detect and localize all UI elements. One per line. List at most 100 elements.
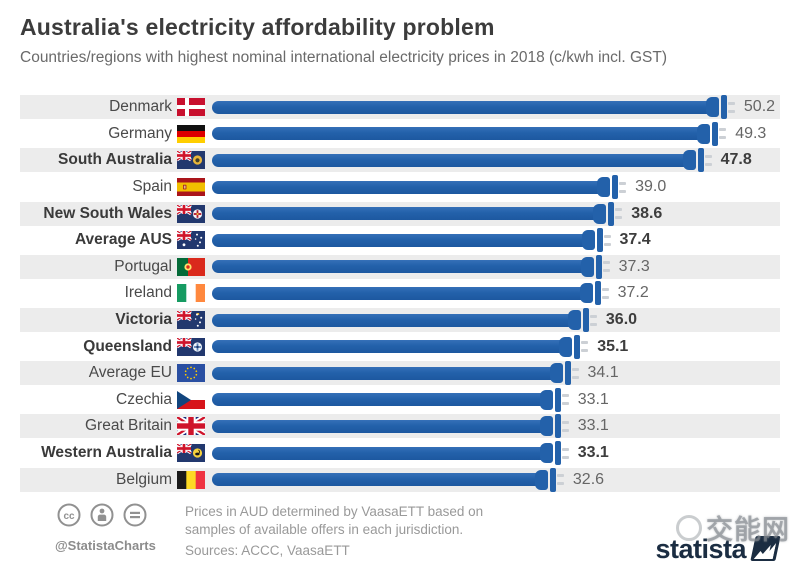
plug-body-icon <box>567 310 581 331</box>
no-derivatives-equal-icon <box>123 503 147 527</box>
value-label: 36.0 <box>605 311 638 329</box>
page-subtitle: Countries/regions with highest nominal i… <box>20 49 667 66</box>
region-label: Spain <box>132 178 172 196</box>
germany-flag-icon <box>177 124 205 143</box>
bar-track: 49.3 <box>212 121 780 146</box>
bar-track: 50.2 <box>212 95 780 120</box>
plug-face-icon <box>554 414 561 439</box>
plug-face-icon <box>574 334 581 359</box>
bar <box>212 127 699 141</box>
bar-track: 32.6 <box>212 467 780 492</box>
chart-row: Ireland 37.2 <box>20 280 780 307</box>
eu-flag-icon <box>177 364 205 383</box>
plug-prongs-icon <box>589 314 597 326</box>
plug-prongs-icon <box>603 234 611 246</box>
plug-body-icon <box>549 363 563 384</box>
value-label: 34.1 <box>587 364 619 382</box>
plug-face-icon <box>582 308 589 333</box>
chart-row: Western Australia 33.1 <box>20 440 780 467</box>
australia-flag-icon <box>177 231 205 250</box>
bar <box>212 100 707 114</box>
western-australia-flag-icon <box>177 444 205 463</box>
plug-face-icon <box>595 254 602 279</box>
plug-prongs-icon <box>571 367 579 379</box>
statista-logo-icon <box>750 536 781 561</box>
region-label: Queensland <box>83 337 172 355</box>
chart-row: Great Britain 33.1 <box>20 413 780 440</box>
plug-face-icon <box>608 201 615 226</box>
bar-track: 33.1 <box>212 387 780 412</box>
region-label: Portugal <box>114 257 172 275</box>
plug-face-icon <box>554 387 561 412</box>
bar <box>212 180 599 194</box>
region-label: Western Australia <box>41 444 172 462</box>
plug-body-icon <box>534 469 548 490</box>
region-label: Average AUS <box>74 231 172 249</box>
bar <box>212 340 561 354</box>
plug-body-icon <box>580 256 594 277</box>
bar <box>212 286 581 300</box>
value-label: 37.3 <box>618 257 650 275</box>
region-label: Ireland <box>124 284 172 302</box>
plug-body-icon <box>581 230 595 251</box>
value-label: 50.2 <box>743 98 776 116</box>
value-label: 37.2 <box>617 284 649 302</box>
chart-row: New South Wales 38.6 <box>20 200 780 227</box>
bar <box>212 393 541 407</box>
attribution-person-icon <box>90 503 114 527</box>
plug-prongs-icon <box>704 154 712 166</box>
plug-prongs-icon <box>561 394 569 406</box>
sources-line: Sources: ACCC, VaasaETT <box>185 543 350 558</box>
region-label: Czechia <box>116 390 172 408</box>
plug-face-icon <box>554 441 561 466</box>
cc-icon: cc <box>57 503 81 527</box>
plug-face-icon <box>549 467 556 492</box>
plug-body-icon <box>539 389 553 410</box>
bar-track: 37.4 <box>212 228 780 253</box>
bar-track: 33.1 <box>212 441 780 466</box>
bar-track: 37.2 <box>212 281 780 306</box>
plug-face-icon <box>596 228 603 253</box>
chart-row: Average AUS 37.4 <box>20 227 780 254</box>
region-label: Belgium <box>116 470 172 488</box>
queensland-flag-icon <box>177 337 205 356</box>
victoria-flag-icon <box>177 311 205 330</box>
bar-track: 37.3 <box>212 254 780 279</box>
plug-prongs-icon <box>619 181 627 193</box>
value-label: 39.0 <box>635 178 667 196</box>
plug-face-icon <box>712 121 719 146</box>
plug-prongs-icon <box>727 101 735 113</box>
denmark-flag-icon <box>177 98 205 117</box>
bar <box>212 260 582 274</box>
statista-charts-handle: @StatistaCharts <box>55 538 156 553</box>
bar <box>212 419 541 433</box>
plug-body-icon <box>597 177 611 198</box>
plug-face-icon <box>697 148 704 173</box>
bar <box>212 153 684 167</box>
chart-row: Average EU 34.1 <box>20 359 780 387</box>
chart-row: Queensland 35.1 <box>20 333 780 360</box>
chart-row: South Australia 47.8 <box>20 147 780 174</box>
region-label: Germany <box>108 124 172 142</box>
svg-text:cc: cc <box>63 511 75 522</box>
bar <box>212 473 536 487</box>
plug-prongs-icon <box>561 447 569 459</box>
value-label: 35.1 <box>597 337 629 355</box>
plug-body-icon <box>539 443 553 464</box>
czechia-flag-icon <box>177 390 205 409</box>
great-britain-flag-icon <box>177 417 205 436</box>
bar-track: 47.8 <box>212 148 780 173</box>
region-label: Victoria <box>115 311 172 329</box>
bar-track: 38.6 <box>212 201 780 226</box>
plug-face-icon <box>594 281 601 306</box>
plug-face-icon <box>720 95 727 120</box>
page-title: Australia's electricity affordability pr… <box>20 14 495 40</box>
bar <box>212 313 569 327</box>
chart-row: Denmark 50.2 <box>20 94 780 121</box>
chart-row: Belgium 32.6 <box>20 466 780 493</box>
value-label: 33.1 <box>577 444 609 462</box>
plug-prongs-icon <box>615 208 623 220</box>
chart-row: Germany 49.3 <box>20 121 780 148</box>
plug-prongs-icon <box>556 474 564 486</box>
region-label: New South Wales <box>43 204 172 222</box>
